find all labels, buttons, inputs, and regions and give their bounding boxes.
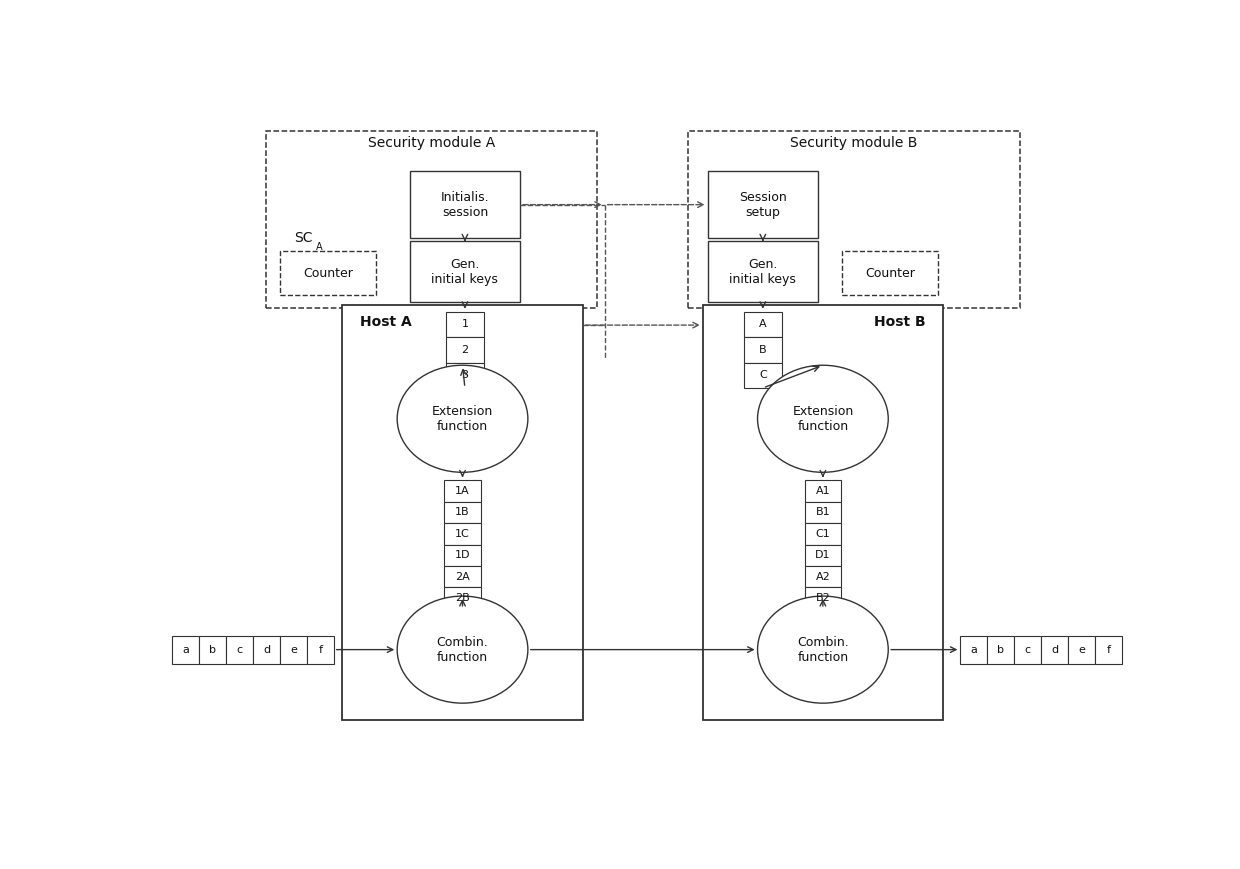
Text: 1: 1	[461, 320, 469, 329]
FancyBboxPatch shape	[445, 337, 484, 362]
FancyBboxPatch shape	[744, 337, 782, 362]
FancyBboxPatch shape	[987, 635, 1014, 664]
FancyBboxPatch shape	[444, 587, 481, 609]
FancyBboxPatch shape	[280, 635, 306, 664]
FancyBboxPatch shape	[409, 171, 521, 238]
FancyBboxPatch shape	[265, 131, 596, 308]
Text: A: A	[315, 242, 322, 252]
FancyBboxPatch shape	[708, 171, 818, 238]
FancyBboxPatch shape	[445, 362, 484, 388]
Text: A2: A2	[816, 572, 831, 581]
Text: 1C: 1C	[455, 529, 470, 539]
Text: B2: B2	[816, 594, 831, 603]
Text: Combin.
function: Combin. function	[797, 635, 848, 664]
Text: 1A: 1A	[455, 486, 470, 496]
FancyBboxPatch shape	[444, 501, 481, 523]
FancyBboxPatch shape	[805, 501, 841, 523]
FancyBboxPatch shape	[280, 251, 376, 295]
FancyBboxPatch shape	[744, 312, 782, 337]
FancyBboxPatch shape	[444, 545, 481, 566]
Text: 2: 2	[461, 345, 469, 355]
FancyBboxPatch shape	[805, 587, 841, 609]
Text: Initialis.
session: Initialis. session	[440, 190, 490, 219]
FancyBboxPatch shape	[444, 523, 481, 545]
Text: c: c	[237, 645, 243, 654]
FancyBboxPatch shape	[744, 362, 782, 388]
Ellipse shape	[758, 365, 888, 473]
Text: B1: B1	[816, 507, 831, 517]
Text: D1: D1	[815, 550, 831, 561]
Text: Gen.
initial keys: Gen. initial keys	[729, 257, 796, 286]
Text: Gen.
initial keys: Gen. initial keys	[432, 257, 498, 286]
Text: 1D: 1D	[455, 550, 470, 561]
FancyBboxPatch shape	[306, 635, 334, 664]
Ellipse shape	[397, 365, 528, 473]
Text: f: f	[1106, 645, 1110, 654]
Text: c: c	[1024, 645, 1030, 654]
FancyBboxPatch shape	[444, 566, 481, 587]
FancyBboxPatch shape	[805, 566, 841, 587]
Text: Counter: Counter	[866, 267, 915, 280]
Text: 2A: 2A	[455, 572, 470, 581]
Text: Counter: Counter	[303, 267, 353, 280]
Text: a: a	[971, 645, 977, 654]
FancyBboxPatch shape	[1095, 635, 1122, 664]
Text: SC: SC	[294, 231, 312, 245]
Text: b: b	[210, 645, 216, 654]
Text: e: e	[1078, 645, 1085, 654]
FancyBboxPatch shape	[805, 523, 841, 545]
Text: e: e	[290, 645, 296, 654]
Text: 1B: 1B	[455, 507, 470, 517]
Text: Extension
function: Extension function	[792, 405, 853, 433]
Text: Extension
function: Extension function	[432, 405, 494, 433]
Text: d: d	[1052, 645, 1058, 654]
FancyBboxPatch shape	[409, 242, 521, 302]
FancyBboxPatch shape	[253, 635, 280, 664]
FancyBboxPatch shape	[805, 481, 841, 501]
Text: Host A: Host A	[360, 315, 412, 328]
FancyBboxPatch shape	[1068, 635, 1095, 664]
Text: 3: 3	[461, 370, 469, 381]
Text: Host B: Host B	[874, 315, 925, 328]
Text: A: A	[759, 320, 766, 329]
Text: b: b	[997, 645, 1004, 654]
Text: Security module B: Security module B	[790, 136, 918, 150]
Text: 2B: 2B	[455, 594, 470, 603]
Text: a: a	[182, 645, 190, 654]
Ellipse shape	[397, 596, 528, 703]
FancyBboxPatch shape	[688, 131, 1019, 308]
FancyBboxPatch shape	[200, 635, 226, 664]
FancyBboxPatch shape	[703, 305, 942, 720]
Text: Combin.
function: Combin. function	[436, 635, 489, 664]
FancyBboxPatch shape	[1014, 635, 1042, 664]
Text: C1: C1	[816, 529, 831, 539]
Text: Security module A: Security module A	[368, 136, 495, 150]
FancyBboxPatch shape	[444, 481, 481, 501]
FancyBboxPatch shape	[445, 312, 484, 337]
FancyBboxPatch shape	[1042, 635, 1068, 664]
FancyBboxPatch shape	[226, 635, 253, 664]
Ellipse shape	[758, 596, 888, 703]
Text: d: d	[263, 645, 270, 654]
Text: C: C	[759, 370, 766, 381]
Text: A1: A1	[816, 486, 831, 496]
FancyBboxPatch shape	[172, 635, 200, 664]
FancyBboxPatch shape	[708, 242, 818, 302]
FancyBboxPatch shape	[960, 635, 987, 664]
FancyBboxPatch shape	[842, 251, 939, 295]
FancyBboxPatch shape	[342, 305, 583, 720]
Text: B: B	[759, 345, 766, 355]
Text: f: f	[319, 645, 322, 654]
FancyBboxPatch shape	[805, 545, 841, 566]
Text: Session
setup: Session setup	[739, 190, 786, 219]
